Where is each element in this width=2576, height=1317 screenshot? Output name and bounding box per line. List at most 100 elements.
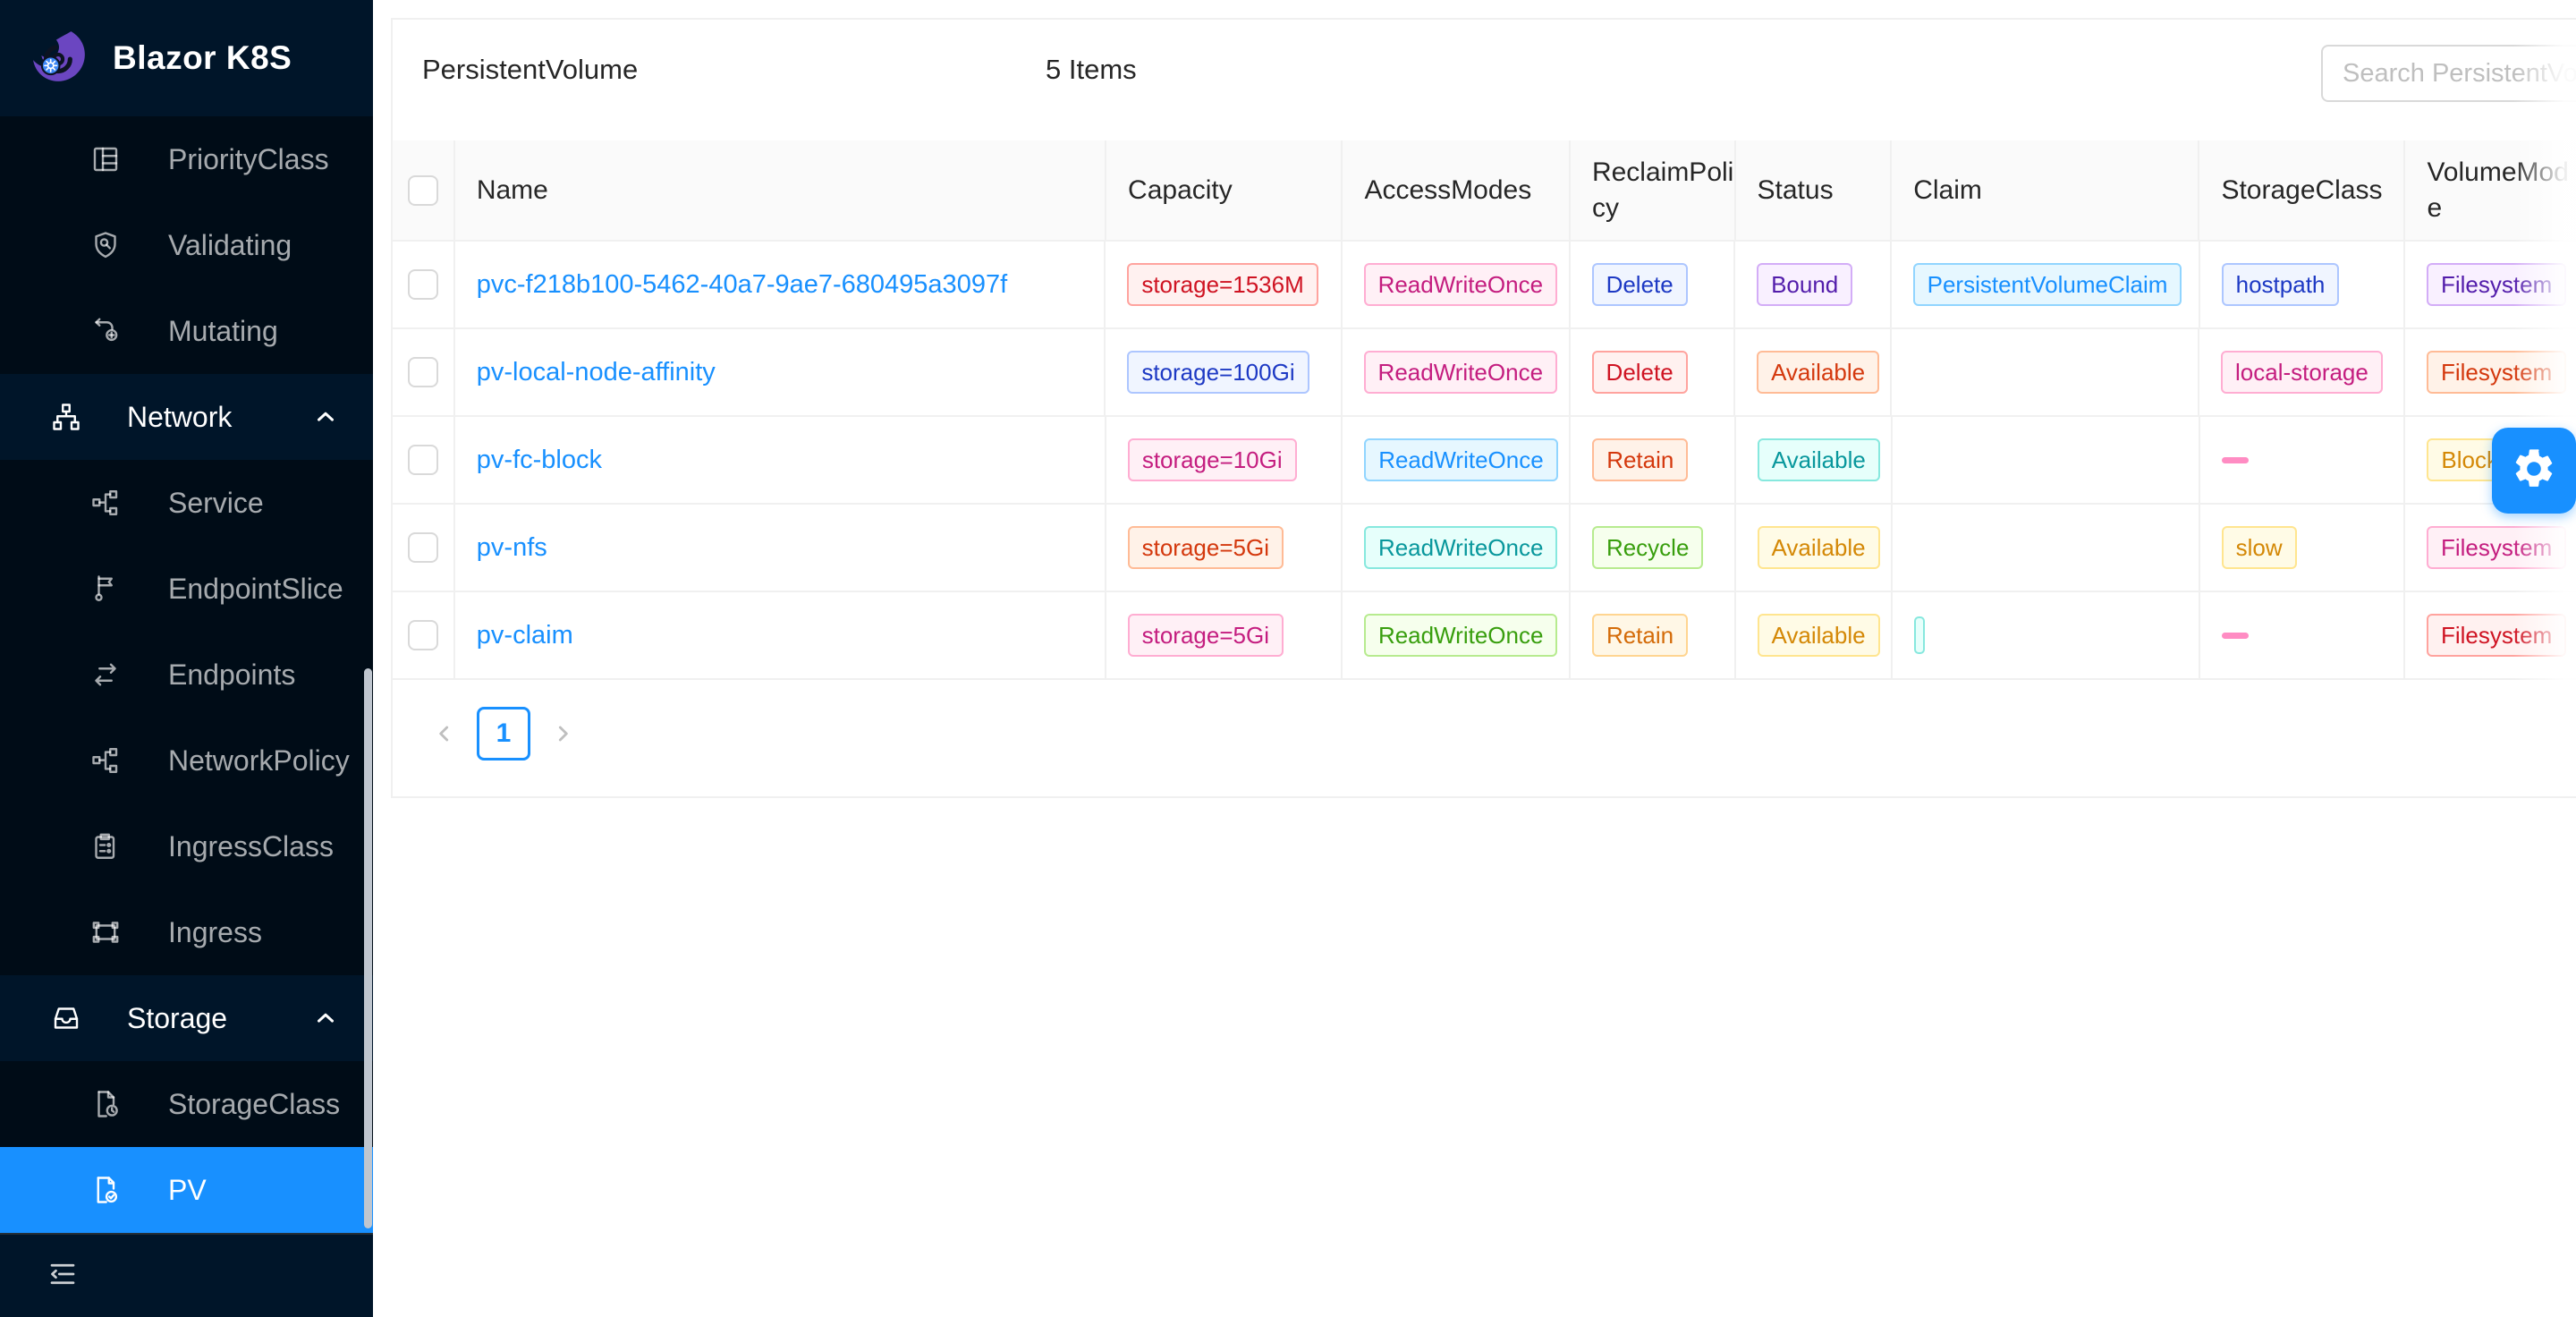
name-cell: pv-fc-block [454, 417, 1106, 505]
access-cell: ReadWriteOnce [1342, 242, 1571, 329]
row-checkbox[interactable] [407, 532, 438, 563]
sidebar-item-ingressclass[interactable]: IngressClass [0, 803, 373, 889]
volume-mode-badge: Filesystem [2427, 351, 2567, 394]
select-all-cell [393, 140, 455, 242]
sidebar-item-storage[interactable]: Storage [0, 975, 373, 1061]
sidebar-item-label: Mutating [168, 314, 278, 347]
column-header-storageclass: StorageClass [2199, 140, 2406, 242]
sidebar-item-label: StorageClass [168, 1087, 341, 1120]
chevron-up-icon [312, 404, 339, 430]
status-badge: Bound [1757, 263, 1853, 306]
sidebar-footer [0, 1235, 373, 1317]
chevron-up-icon [312, 1005, 339, 1032]
app-logo-icon [30, 27, 89, 90]
reclaim-badge: Delete [1591, 263, 1688, 306]
items-count: 5 Items [1046, 54, 1137, 85]
search-input[interactable] [2321, 45, 2576, 102]
sidebar-item-label: Endpoints [168, 658, 296, 691]
reclaim-badge: Retain [1592, 438, 1689, 481]
capacity-badge: storage=10Gi [1127, 438, 1297, 481]
volume-mode-cell: Filesystem [2405, 329, 2576, 417]
prev-page-button[interactable] [425, 709, 464, 759]
network-icon [50, 401, 82, 433]
sidebar: Blazor K8S PriorityClass Validating Mutati… [0, 0, 373, 1317]
sidebar-item-networkpolicy[interactable]: NetworkPolicy [0, 718, 373, 803]
volume-mode-badge: Filesystem [2427, 526, 2567, 569]
status-cell: Available [1735, 592, 1893, 680]
access-badge: ReadWriteOnce [1363, 526, 1558, 569]
reclaim-badge: Recycle [1591, 526, 1704, 569]
table-body: pvc-f218b100-5462-40a7-9ae7-680495a3097f… [393, 242, 2576, 680]
storage-class-cell: local-storage [2199, 329, 2405, 417]
table-header-row: Name Capacity AccessModes ReclaimPolicy … [393, 140, 2576, 242]
content-card: PersistentVolume 5 Items Name Capacity A… [391, 18, 2576, 798]
collapse-sidebar-button[interactable] [47, 1258, 79, 1295]
table-row: pv-local-node-affinity storage=100Gi ReadW… [393, 329, 2576, 417]
sidebar-item-validating[interactable]: Validating [0, 202, 373, 288]
sidebar-item-label: Network [127, 400, 233, 433]
row-select-cell [393, 505, 455, 592]
claim-cell [1892, 592, 2200, 680]
table-row: pv-claim storage=5Gi ReadWriteOnce Retain Av… [393, 592, 2576, 680]
row-select-cell [393, 592, 455, 680]
select-all-checkbox[interactable] [407, 174, 438, 206]
row-checkbox[interactable] [407, 445, 438, 475]
capacity-badge: storage=1536M [1127, 263, 1318, 306]
storage-class-cell [2199, 417, 2406, 505]
sidebar-item-priorityclass[interactable]: PriorityClass [0, 116, 373, 202]
storage-class-cell: hostpath [2199, 242, 2405, 329]
row-checkbox[interactable] [407, 620, 438, 650]
sidebar-item-label: IngressClass [168, 829, 334, 862]
sidebar-item-label: PriorityClass [168, 142, 329, 175]
sidebar-item-endpointslice[interactable]: EndpointSlice [0, 546, 373, 632]
column-header-capacity: Capacity [1106, 140, 1343, 242]
access-cell: ReadWriteOnce [1342, 329, 1571, 417]
sidebar-item-service[interactable]: Service [0, 460, 373, 546]
endpointslice-icon [89, 573, 122, 605]
column-header-claim: Claim [1892, 140, 2200, 242]
pv-name-link[interactable]: pvc-f218b100-5462-40a7-9ae7-680495a3097f [476, 269, 1008, 299]
pagination: 1 [425, 707, 582, 760]
page-number-button[interactable]: 1 [477, 707, 530, 760]
pv-name-link[interactable]: pv-fc-block [476, 445, 602, 474]
column-header-accessmodes: AccessModes [1343, 140, 1571, 242]
sidebar-item-pv[interactable]: PV [0, 1147, 373, 1233]
access-badge: ReadWriteOnce [1363, 351, 1558, 394]
column-header-reclaimpolicy: ReclaimPolicy [1570, 140, 1736, 242]
networkpolicy-icon [89, 744, 122, 777]
reclaim-cell: Retain [1570, 592, 1736, 680]
service-icon [89, 487, 122, 519]
pv-name-link[interactable]: pv-local-node-affinity [476, 357, 716, 387]
capacity-badge: storage=5Gi [1127, 526, 1284, 569]
pv-name-link[interactable]: pv-claim [476, 620, 573, 650]
sidebar-item-mutating[interactable]: Mutating [0, 288, 373, 374]
sidebar-item-ingress[interactable]: Ingress [0, 889, 373, 975]
storage-icon [50, 1002, 82, 1034]
row-checkbox[interactable] [407, 269, 438, 300]
table-row: pv-nfs storage=5Gi ReadWriteOnce Recycle Ava… [393, 505, 2576, 592]
reclaim-badge: Retain [1591, 614, 1689, 657]
access-cell: ReadWriteOnce [1342, 505, 1571, 592]
page-title: PersistentVolume [422, 54, 639, 85]
access-badge: ReadWriteOnce [1363, 614, 1558, 657]
next-page-button[interactable] [543, 709, 582, 759]
table-row: pv-fc-block storage=10Gi ReadWriteOnce Reta… [393, 417, 2576, 505]
sidebar-scrollbar[interactable] [364, 668, 372, 1228]
priority-class-icon [89, 143, 122, 175]
sidebar-item-network[interactable]: Network [0, 374, 373, 460]
sidebar-item-storageclass[interactable]: StorageClass [0, 1061, 373, 1147]
row-select-cell [393, 242, 455, 329]
status-cell: Bound [1735, 242, 1892, 329]
empty-value-dash [2221, 632, 2249, 639]
row-checkbox[interactable] [407, 357, 438, 387]
reclaim-cell: Delete [1570, 242, 1736, 329]
settings-gear-button[interactable] [2492, 428, 2576, 514]
endpoints-icon [89, 658, 122, 691]
table-row: pvc-f218b100-5462-40a7-9ae7-680495a3097f… [393, 242, 2576, 329]
sidebar-item-endpoints[interactable]: Endpoints [0, 632, 373, 718]
access-cell: ReadWriteOnce [1343, 417, 1572, 505]
status-badge: Available [1757, 526, 1880, 569]
row-select-cell [393, 329, 455, 417]
empty-tag-badge [1913, 616, 1925, 654]
pv-name-link[interactable]: pv-nfs [476, 532, 547, 562]
